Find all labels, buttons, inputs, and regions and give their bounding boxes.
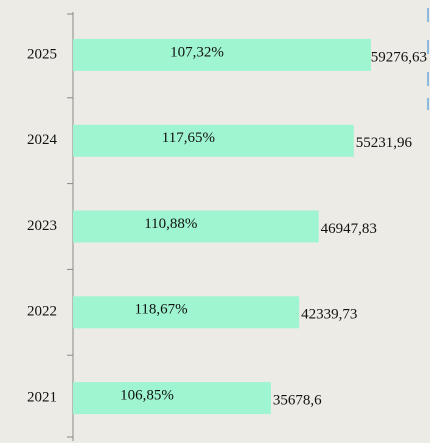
y-tick-label: 2025 xyxy=(27,46,57,62)
value-label: 55231,96 xyxy=(356,135,413,151)
y-tick-label: 2022 xyxy=(27,304,57,320)
y-tick-label: 2023 xyxy=(27,218,57,234)
bar-annotation: 107,32% xyxy=(170,44,224,60)
value-label: 46947,83 xyxy=(321,221,377,237)
value-label: 42339,73 xyxy=(301,307,357,323)
bar xyxy=(73,382,271,415)
bar xyxy=(73,124,354,157)
bar-annotation: 110,88% xyxy=(144,216,197,232)
bar xyxy=(73,210,319,243)
bar-annotation: 106,85% xyxy=(120,388,174,404)
value-label: 59276,63 xyxy=(371,49,427,65)
bar-annotation: 118,67% xyxy=(134,302,187,318)
bar xyxy=(73,38,371,71)
y-tick-label: 2021 xyxy=(27,390,57,406)
value-label: 35678,6 xyxy=(273,393,322,409)
y-tick-label: 2024 xyxy=(27,132,58,148)
bar xyxy=(73,296,300,329)
bar-annotation: 117,65% xyxy=(162,130,215,146)
